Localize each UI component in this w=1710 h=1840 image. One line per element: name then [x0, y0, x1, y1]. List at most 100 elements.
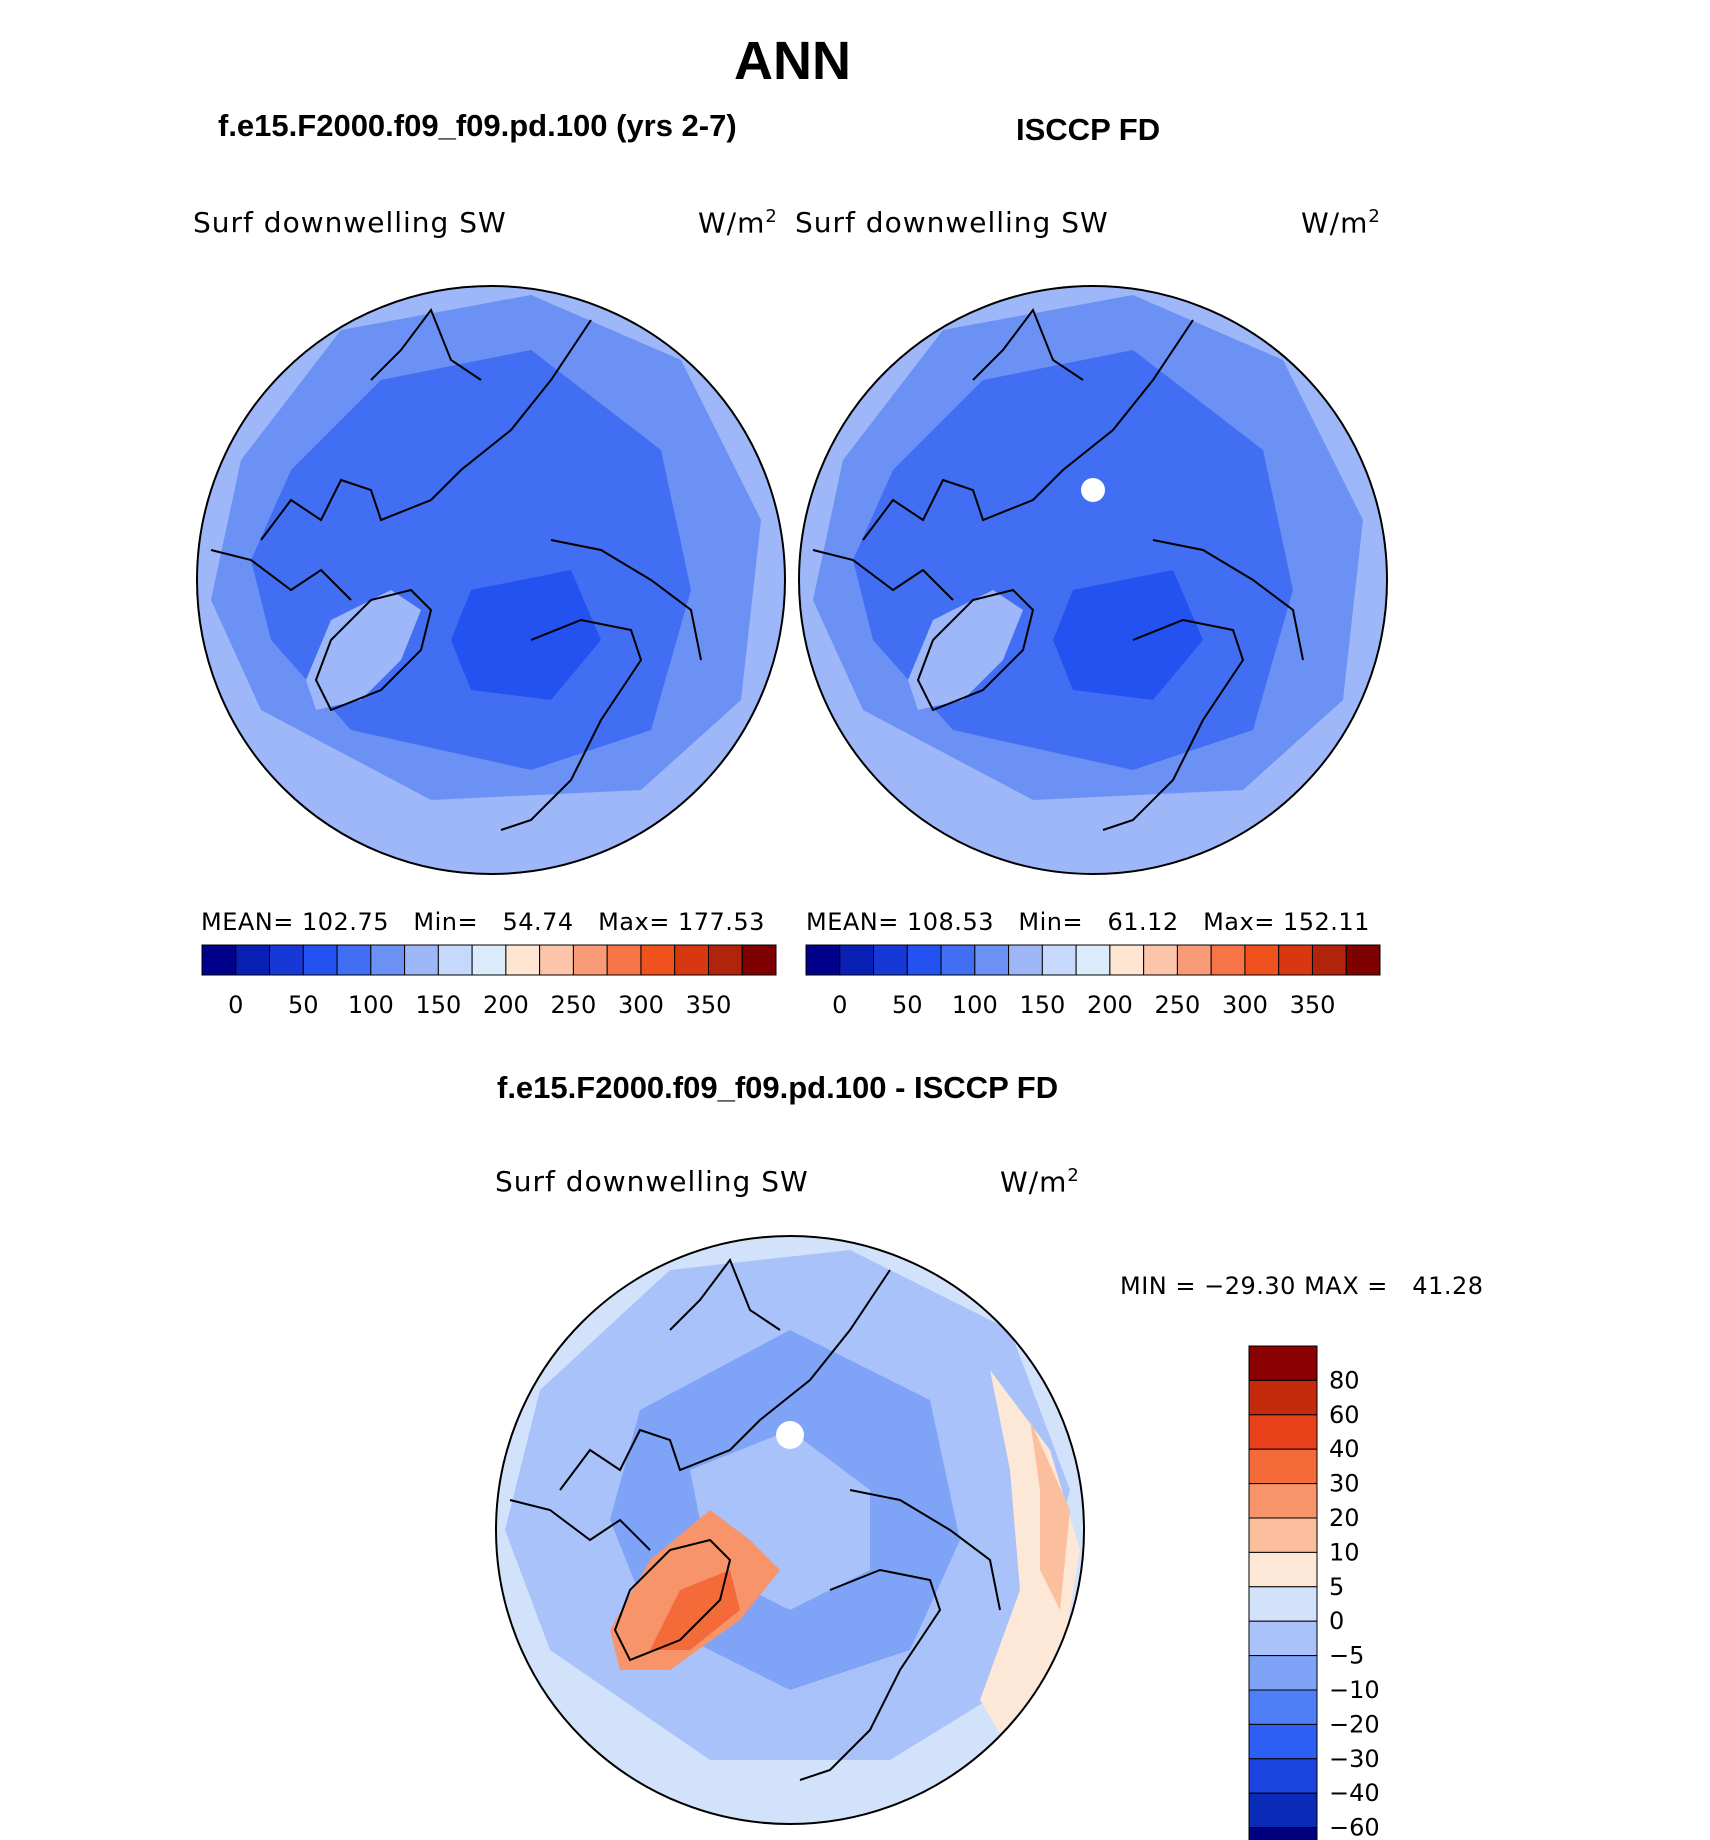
obs-colorbar-cell — [1109, 944, 1145, 976]
map-border — [798, 285, 1388, 875]
diff-colorbar-tick: −40 — [1329, 1779, 1380, 1807]
diff-colorbar-tick: 5 — [1329, 1573, 1344, 1601]
obs-mean-value: 108.53 — [907, 908, 994, 936]
diff-colorbar-tick: −10 — [1329, 1676, 1380, 1704]
coastline-segment — [613, 1538, 732, 1662]
obs-stats: MEAN= 108.53 Min= 61.12 Max= 152.11 — [806, 908, 1370, 936]
obs-colorbar-cell — [1176, 944, 1212, 976]
diff-colorbar-tick: −30 — [1329, 1745, 1380, 1773]
model-colorbar-cell — [640, 944, 676, 976]
model-mean-label: MEAN= — [201, 908, 294, 936]
model-map — [197, 286, 785, 874]
coastline-segment — [916, 588, 1035, 712]
obs-colorbar-cell — [974, 944, 1010, 976]
coastline-segment — [812, 549, 954, 601]
obs-colorbar-cell — [906, 944, 942, 976]
pole-hole — [776, 1421, 804, 1449]
model-colorbar-cell — [404, 944, 439, 976]
greenland-field — [306, 590, 421, 710]
diff-colorbar-cell — [1248, 1723, 1318, 1760]
diff-colorbar-cell — [1248, 1689, 1318, 1725]
diff-min-value: −29.30 — [1204, 1272, 1296, 1300]
coastline-segment — [972, 307, 1084, 381]
coastline-segment — [799, 1568, 942, 1781]
model-colorbar-cell — [572, 944, 608, 976]
coastline-segment — [862, 319, 1194, 541]
model-units-label: W/m2 — [698, 206, 778, 240]
model-colorbar-cell — [707, 944, 743, 976]
model-colorbar-cell — [606, 944, 642, 976]
pole-hole — [1081, 478, 1105, 502]
obs-colorbar-tick: 0 — [832, 991, 847, 1019]
obs-colorbar-tick: 250 — [1155, 991, 1201, 1019]
diff-colorbar-tick: 20 — [1329, 1504, 1360, 1532]
diff-colorbar-cell — [1248, 1827, 1318, 1840]
obs-min-value: 61.12 — [1107, 908, 1179, 936]
obs-colorbar-tick: 100 — [952, 991, 998, 1019]
coastline-segment — [370, 307, 482, 381]
model-mean-value: 102.75 — [302, 908, 389, 936]
model-colorbar-tick: 250 — [551, 991, 597, 1019]
diff-colorbar-tick: −60 — [1329, 1814, 1380, 1840]
model-colorbar-tick: 50 — [288, 991, 319, 1019]
model-colorbar-cell — [269, 944, 304, 976]
diff-colorbar-tick: 40 — [1329, 1435, 1360, 1463]
obs-colorbar-tick: 350 — [1290, 991, 1336, 1019]
diff-colorbar-cell — [1248, 1758, 1318, 1794]
obs-colorbar-cell — [1041, 944, 1077, 976]
greenland-field — [908, 590, 1023, 710]
diff-colorbar-tick: 0 — [1329, 1607, 1344, 1635]
model-colorbar-cell — [505, 944, 541, 976]
diff-colorbar-cell — [1248, 1792, 1318, 1829]
obs-colorbar-tick: 300 — [1222, 991, 1268, 1019]
diff-colorbar-cell — [1248, 1345, 1318, 1381]
model-colorbar-tick: 200 — [483, 991, 529, 1019]
diff-colorbar-cell — [1248, 1483, 1318, 1519]
model-colorbar-cell — [741, 944, 777, 976]
model-colorbar-cell — [235, 944, 271, 976]
diff-panel-title: f.e15.F2000.f09_f09.pd.100 - ISCCP FD — [497, 1070, 1059, 1105]
model-colorbar-tick: 150 — [415, 991, 461, 1019]
coastline-segment — [669, 1257, 781, 1331]
obs-colorbar-tick: 50 — [892, 991, 923, 1019]
model-colorbar-cell — [336, 944, 372, 976]
model-colorbar-cell — [370, 944, 406, 976]
model-colorbar-cell — [674, 944, 709, 976]
diff-colorbar-cell — [1248, 1448, 1318, 1485]
obs-mean-label: MEAN= — [806, 908, 899, 936]
diff-min-label: MIN = — [1120, 1272, 1196, 1300]
contour-band-min — [451, 570, 601, 700]
diff-variable-label: Surf downwelling SW — [495, 1165, 809, 1198]
obs-units-label: W/m2 — [1301, 206, 1381, 240]
diff-colorbar-tick: −20 — [1329, 1710, 1380, 1738]
diff-max-label: MAX = — [1304, 1272, 1388, 1300]
diff-band-p5 — [980, 1370, 1080, 1750]
obs-min-label: Min= — [1018, 908, 1084, 936]
obs-colorbar-tick: 150 — [1019, 991, 1065, 1019]
diff-colorbar-tick: 60 — [1329, 1401, 1360, 1429]
coastlines — [196, 285, 1388, 1825]
coastline-segment — [500, 618, 643, 831]
model-colorbar-cell — [471, 944, 507, 976]
model-variable-label: Surf downwelling SW — [193, 206, 507, 239]
obs-colorbar-cell — [1210, 944, 1246, 976]
coastline-segment — [210, 549, 352, 601]
obs-colorbar-cell — [839, 944, 875, 976]
model-colorbar-cell — [201, 944, 237, 976]
coastline-segment — [509, 1499, 651, 1551]
map-border — [196, 285, 786, 875]
obs-colorbar-cell — [1345, 944, 1381, 976]
model-min-label: Min= — [413, 908, 479, 936]
obs-max-value: 152.11 — [1282, 908, 1370, 936]
coastline-segment — [559, 1269, 891, 1491]
obs-colorbar-cell — [940, 944, 976, 976]
figure-title: ANN — [734, 31, 851, 91]
coastline-segment — [1152, 539, 1304, 661]
obs-colorbar-cell — [1278, 944, 1313, 976]
coastline-segment — [550, 539, 702, 661]
model-stats: MEAN= 102.75 Min= 54.74 Max= 177.53 — [201, 908, 765, 936]
model-max-label: Max= — [598, 908, 670, 936]
model-colorbar-tick: 350 — [686, 991, 732, 1019]
diff-colorbar-cell — [1248, 1586, 1318, 1622]
